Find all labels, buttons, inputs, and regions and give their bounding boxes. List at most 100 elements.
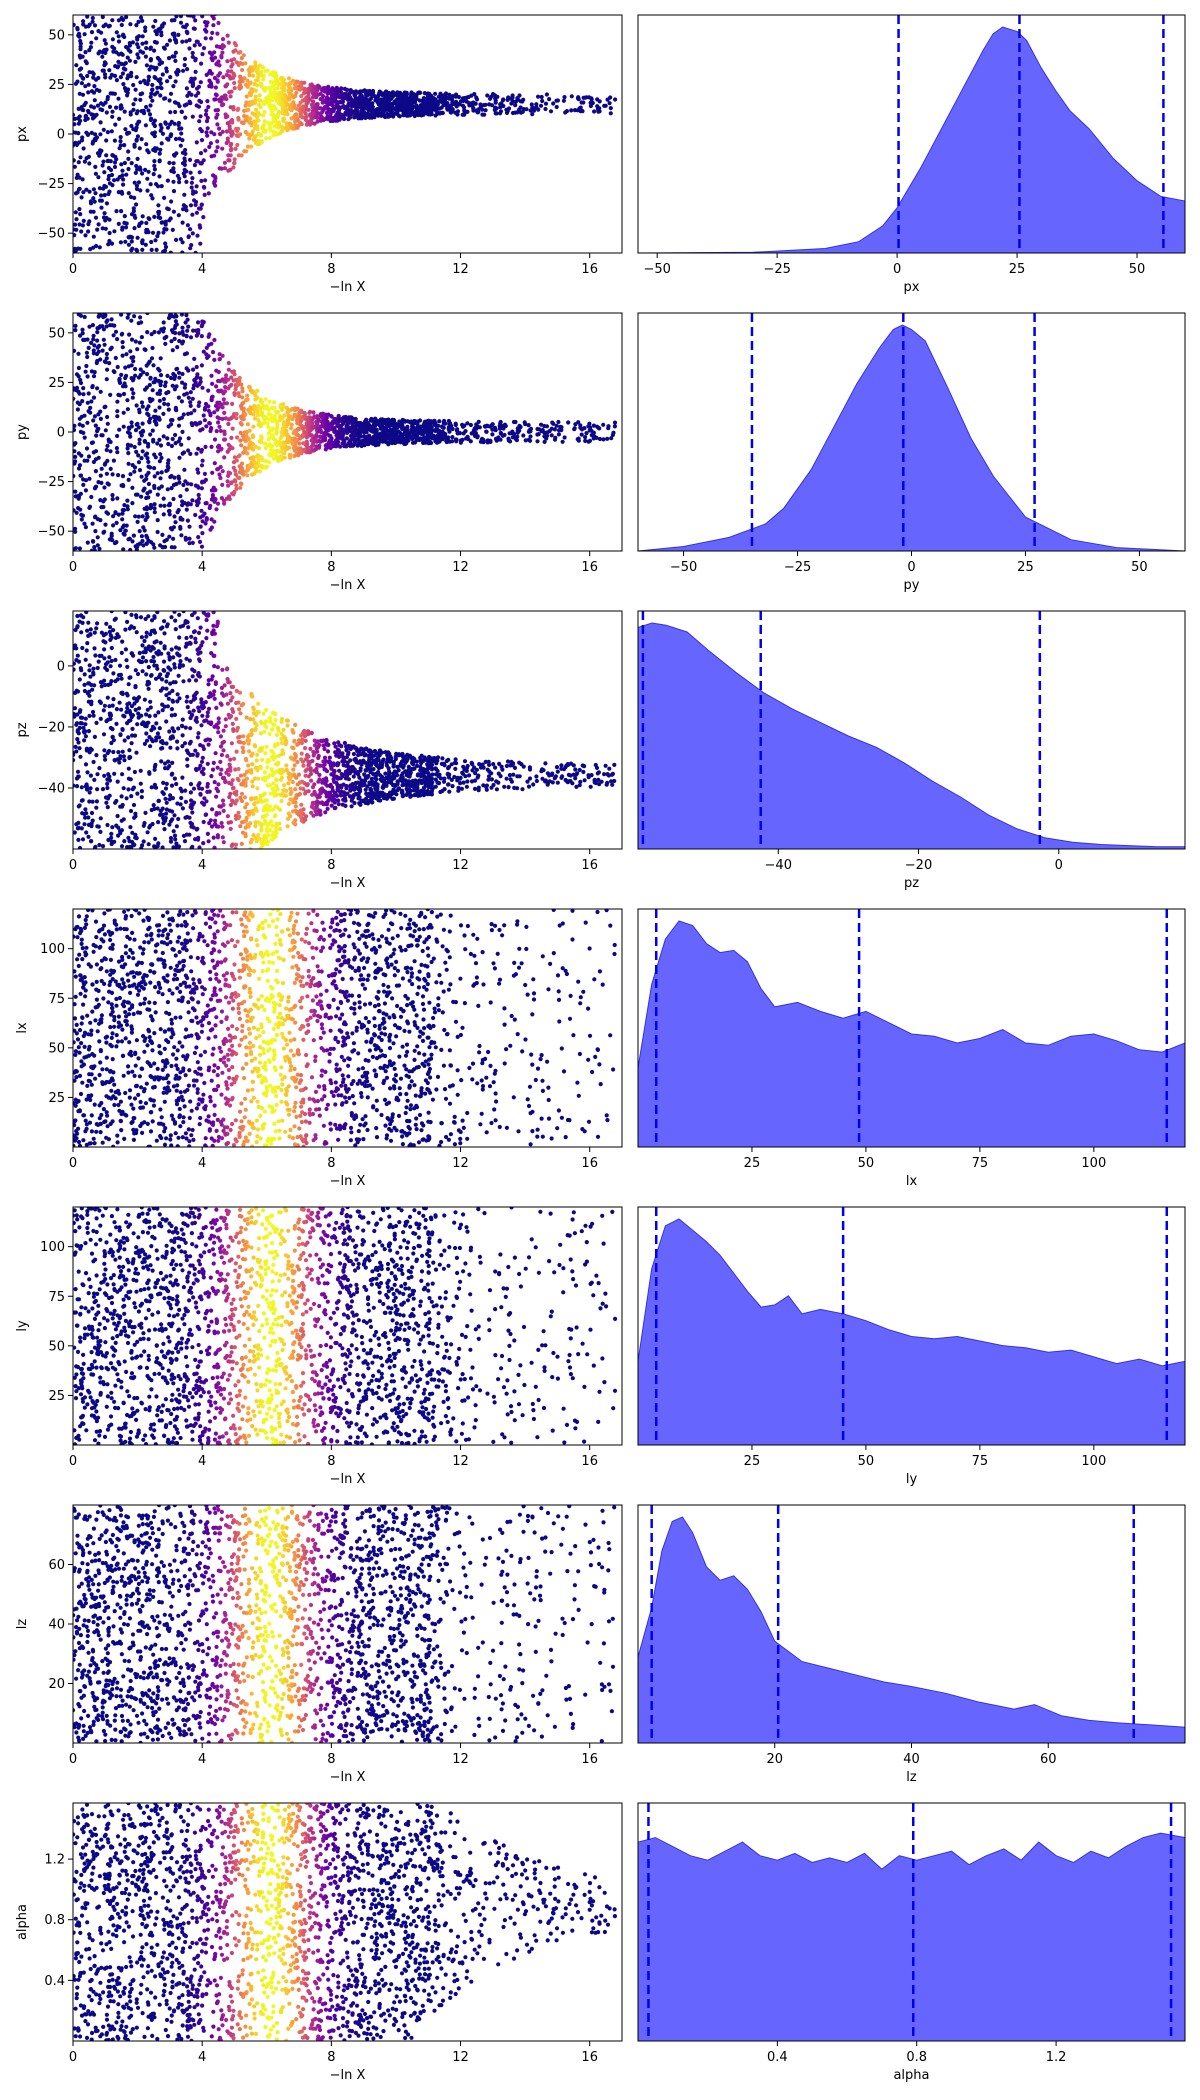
scatter-point — [334, 103, 339, 109]
scatter-point — [105, 318, 110, 323]
scatter-point — [222, 683, 227, 688]
scatter-point — [564, 109, 570, 114]
scatter-point — [166, 424, 171, 429]
scatter-point — [193, 512, 198, 518]
scatter-point — [180, 220, 185, 225]
scatter-point — [206, 404, 211, 409]
scatter-point — [312, 84, 317, 89]
scatter-point — [85, 420, 90, 425]
scatter-point — [125, 131, 130, 136]
scatter-point — [140, 214, 145, 219]
scatter-point — [470, 103, 475, 108]
scatter-point — [100, 163, 105, 168]
scatter-point — [151, 132, 156, 137]
scatter-point — [415, 420, 420, 425]
scatter-point — [592, 109, 597, 114]
scatter-point — [218, 132, 223, 137]
scatter-point — [271, 416, 276, 421]
scatter-point — [120, 517, 125, 522]
scatter-point — [194, 451, 199, 456]
scatter-point — [515, 110, 520, 115]
scatter-point — [287, 106, 292, 112]
scatter-point — [74, 63, 79, 68]
scatter-point — [168, 474, 173, 480]
scatter-point — [576, 436, 581, 441]
scatter-point — [81, 19, 86, 24]
scatter-point — [273, 439, 278, 444]
scatter-point — [148, 432, 153, 437]
scatter-point — [556, 419, 561, 425]
scatter-point — [601, 422, 606, 427]
y-axis-label: py — [15, 424, 30, 440]
scatter-point — [133, 97, 138, 102]
scatter-point — [331, 116, 336, 121]
scatter-point — [225, 33, 230, 38]
scatter-point — [562, 95, 567, 100]
scatter-point — [326, 99, 331, 104]
scatter-point — [109, 172, 115, 178]
scatter-point — [114, 50, 119, 55]
scatter-point — [272, 400, 277, 405]
scatter-point — [544, 424, 550, 429]
scatter-point — [202, 192, 207, 197]
scatter-point — [219, 166, 224, 171]
scatter-point — [231, 465, 236, 470]
scatter-point — [124, 15, 129, 20]
scatter-point — [91, 245, 96, 250]
scatter-point — [179, 442, 184, 447]
scatter-point — [376, 113, 381, 118]
scatter-point — [79, 81, 84, 86]
scatter-point — [268, 95, 273, 100]
scatter-point — [223, 385, 228, 390]
scatter-point — [141, 370, 146, 375]
scatter-point — [314, 446, 319, 451]
scatter-point — [97, 313, 102, 316]
scatter-point — [433, 423, 439, 428]
scatter-point — [192, 76, 197, 81]
scatter-point — [148, 57, 153, 62]
scatter-point — [137, 529, 142, 534]
scatter-point — [339, 86, 344, 91]
scatter-point — [245, 84, 250, 89]
scatter-point — [162, 539, 167, 544]
scatter-point — [150, 428, 155, 433]
scatter-point — [350, 98, 355, 103]
scatter-point — [149, 247, 154, 252]
scatter-point — [296, 446, 301, 451]
scatter-point — [540, 98, 545, 104]
scatter-point — [292, 412, 297, 417]
scatter-point — [325, 116, 330, 121]
scatter-point — [93, 529, 98, 534]
scatter-point — [110, 497, 115, 502]
scatter-point — [100, 107, 105, 113]
scatter-point — [120, 511, 125, 516]
scatter-point — [230, 401, 235, 406]
scatter-point — [280, 76, 285, 81]
scatter-point — [350, 422, 355, 427]
scatter-point — [125, 315, 130, 320]
scatter-point — [295, 125, 300, 130]
scatter-point — [132, 465, 138, 470]
scatter-point — [542, 439, 547, 444]
scatter-point — [191, 189, 196, 194]
scatter-point — [461, 98, 466, 103]
scatter-point — [212, 50, 217, 55]
scatter-point — [131, 107, 136, 112]
scatter-point — [515, 430, 520, 435]
scatter-point — [216, 369, 221, 375]
scatter-point — [212, 337, 217, 343]
scatter-point — [338, 431, 343, 436]
scatter-point — [116, 473, 121, 478]
scatter-point — [158, 476, 163, 481]
scatter-point — [561, 98, 567, 103]
scatter-point — [173, 520, 178, 525]
scatter-point — [404, 436, 410, 441]
scatter-point — [101, 530, 106, 535]
scatter-point — [256, 74, 261, 79]
scatter-point — [235, 378, 240, 383]
scatter-point — [331, 106, 336, 111]
scatter-point — [107, 23, 112, 28]
scatter-point — [287, 84, 292, 89]
scatter-point — [412, 96, 417, 101]
scatter-point — [87, 70, 92, 75]
